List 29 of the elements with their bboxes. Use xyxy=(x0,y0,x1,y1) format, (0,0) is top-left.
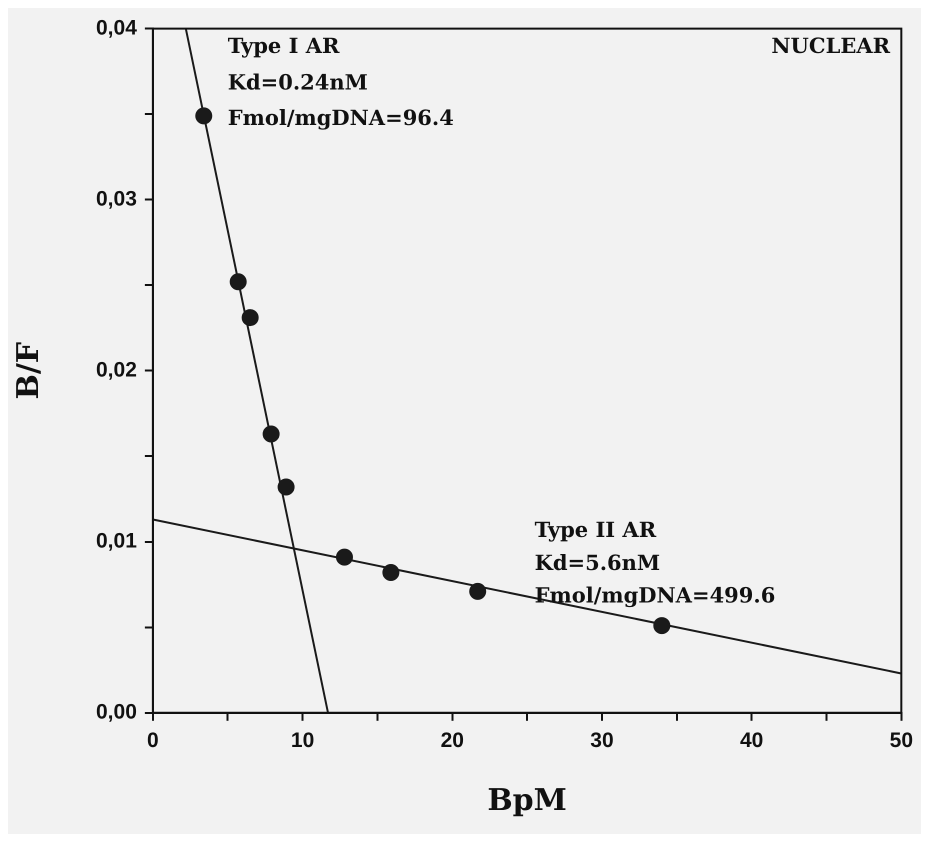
y-tick-label: 0,02 xyxy=(96,358,137,382)
x-tick-label: 0 xyxy=(147,729,159,752)
annotation: Kd=0.24nM xyxy=(228,69,368,94)
annotation: Fmol/mgDNA=96.4 xyxy=(228,105,454,130)
y-tick-label: 0,03 xyxy=(96,187,137,210)
point xyxy=(195,107,212,124)
x-tick-label: 10 xyxy=(290,729,314,752)
point xyxy=(653,617,670,634)
y-tick-label: 0,04 xyxy=(96,16,138,40)
annotation: Fmol/mgDNA=499.6 xyxy=(534,582,776,608)
x-tick-label: 30 xyxy=(590,729,614,752)
point xyxy=(469,582,486,600)
y-tick-label: 0,01 xyxy=(96,530,138,553)
point xyxy=(382,564,400,582)
point xyxy=(336,548,353,566)
point xyxy=(262,425,280,442)
y-tick-label: 0,00 xyxy=(96,700,137,724)
y-axis-title: B/F xyxy=(10,342,46,400)
point xyxy=(242,309,259,326)
annotation: Type II AR xyxy=(534,516,657,542)
point xyxy=(230,273,247,290)
annotation: Type I AR xyxy=(228,33,340,58)
x-tick-label: 20 xyxy=(440,729,464,752)
annotation: NUCLEAR xyxy=(771,33,891,58)
annotation: Kd=5.6nM xyxy=(534,550,660,575)
x-tick-label: 50 xyxy=(890,729,913,752)
x-axis-title: BpM xyxy=(487,782,567,818)
x-tick-label: 40 xyxy=(740,729,764,752)
point xyxy=(278,478,295,496)
